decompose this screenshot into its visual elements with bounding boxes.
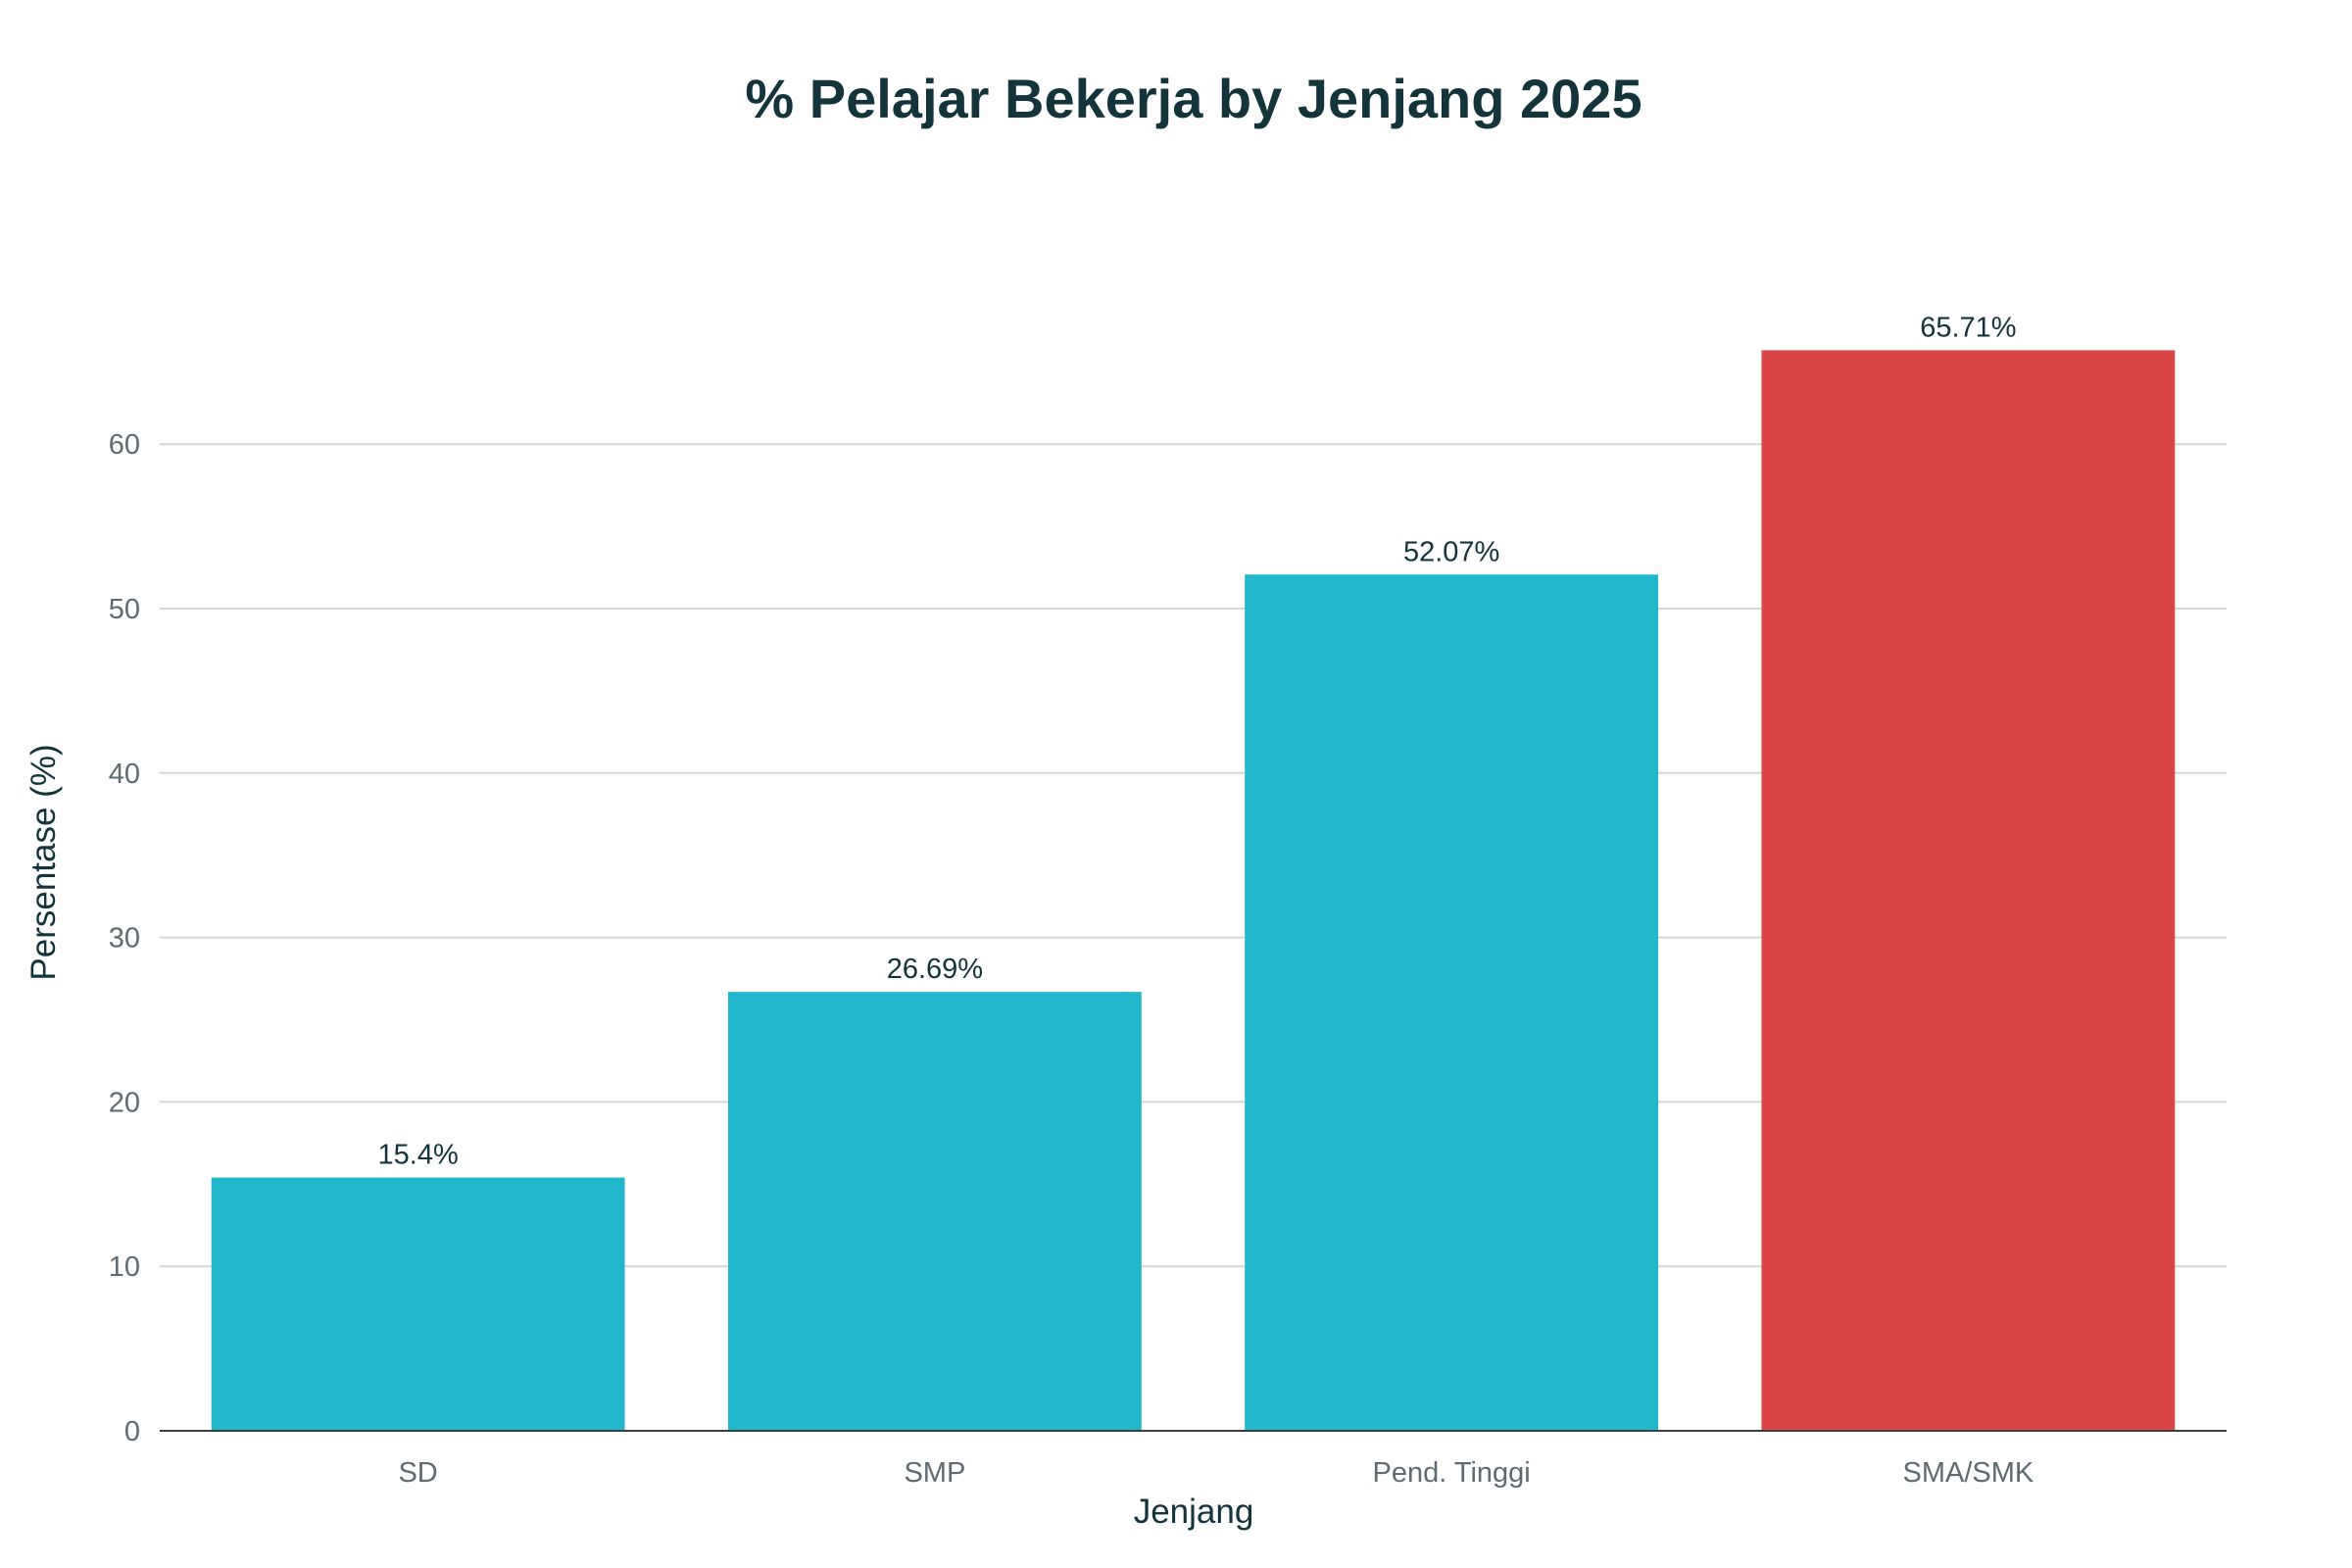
y-tick-label: 10 [109, 1251, 140, 1283]
y-axis-title: Persentase (%) [24, 744, 63, 980]
x-tick-label: SMA/SMK [1903, 1457, 2034, 1489]
bars [211, 350, 2176, 1431]
bar-smp [727, 992, 1142, 1431]
y-tick-label: 50 [109, 594, 140, 625]
x-tick-label: SMP [904, 1457, 965, 1489]
y-tick-label: 20 [109, 1087, 140, 1118]
data-label: 52.07% [1403, 536, 1499, 567]
y-axis-ticks: 0 10 20 30 40 50 60 [109, 429, 140, 1447]
data-labels: 15.4% 26.69% 52.07% 65.71% [378, 312, 2017, 1170]
x-tick-label: Pend. Tinggi [1373, 1457, 1531, 1489]
x-axis-title: Jenjang [1134, 1493, 1254, 1531]
bar-sd [211, 1177, 625, 1431]
chart-title: % Pelajar Bekerja by Jenjang 2025 [745, 68, 1642, 129]
data-label: 65.71% [1920, 312, 2016, 343]
y-tick-label: 60 [109, 429, 140, 461]
y-tick-label: 0 [124, 1416, 140, 1447]
y-tick-label: 30 [109, 923, 140, 955]
x-axis-ticks: SD SMP Pend. Tinggi SMA/SMK [398, 1457, 2034, 1489]
y-tick-label: 40 [109, 759, 140, 790]
bar-sma-smk [1761, 350, 2176, 1431]
x-tick-label: SD [398, 1457, 437, 1489]
data-label: 26.69% [887, 954, 983, 985]
data-label: 15.4% [378, 1140, 459, 1171]
bar-pend-tinggi [1245, 574, 1659, 1431]
